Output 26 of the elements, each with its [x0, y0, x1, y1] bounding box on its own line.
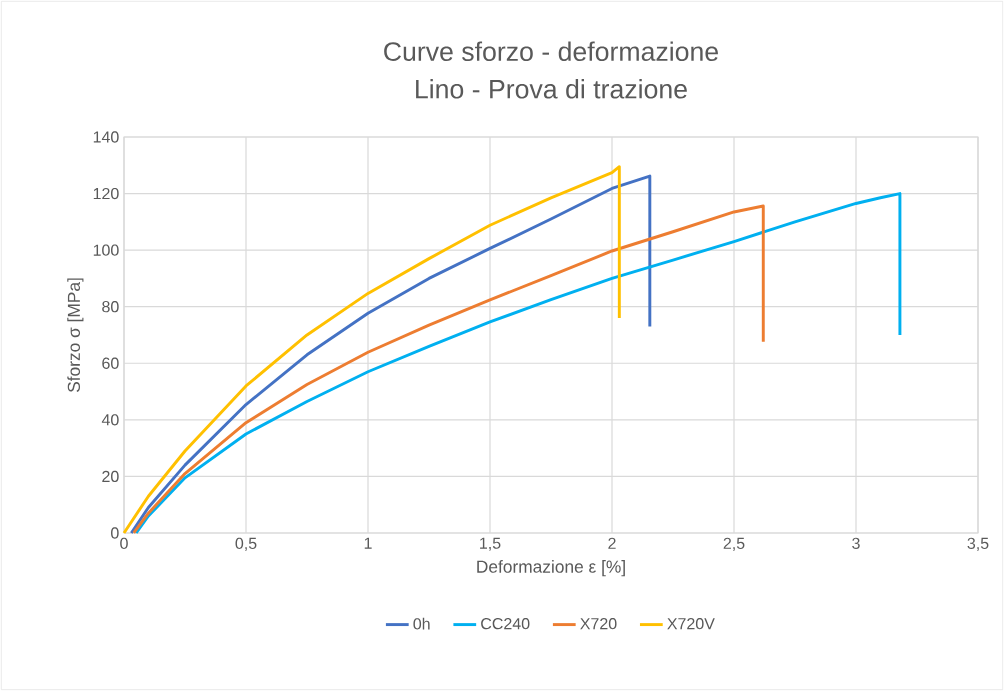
x-tick-label: 1	[364, 537, 372, 549]
legend-label: X720V	[667, 618, 715, 630]
y-tick-label: 60	[102, 357, 119, 369]
y-axis-title: Sforzo σ [MPa]	[67, 278, 84, 393]
legend-label: CC240	[481, 618, 530, 630]
legend-label: X720	[580, 618, 617, 630]
x-tick-label: 2	[608, 537, 616, 549]
y-tick-label: 120	[93, 187, 119, 200]
chart-subtitle: Lino - Prova di trazione	[416, 79, 687, 99]
x-axis-title: Deformazione ε [%]	[477, 560, 625, 577]
y-tick-label: 100	[93, 244, 119, 256]
x-tick-label: 3,5	[967, 537, 989, 551]
y-tick-label: 140	[93, 131, 119, 143]
x-tick-label: 3	[852, 537, 860, 550]
x-tick-label: 1,5	[480, 537, 501, 551]
y-tick-label: 40	[101, 414, 119, 426]
chart-title: Curve sforzo - deformazione	[384, 41, 718, 61]
y-tick-label: 0	[111, 527, 119, 539]
line-series	[134, 192, 902, 535]
line-series	[132, 204, 765, 535]
x-tick-label: 2,5	[723, 537, 745, 551]
y-tick-label: 20	[102, 470, 119, 483]
legend-label: 0h	[413, 617, 430, 630]
y-tick-label: 80	[102, 301, 119, 313]
x-tick-label: 0	[120, 537, 128, 550]
x-tick-label: 0,5	[235, 537, 257, 551]
